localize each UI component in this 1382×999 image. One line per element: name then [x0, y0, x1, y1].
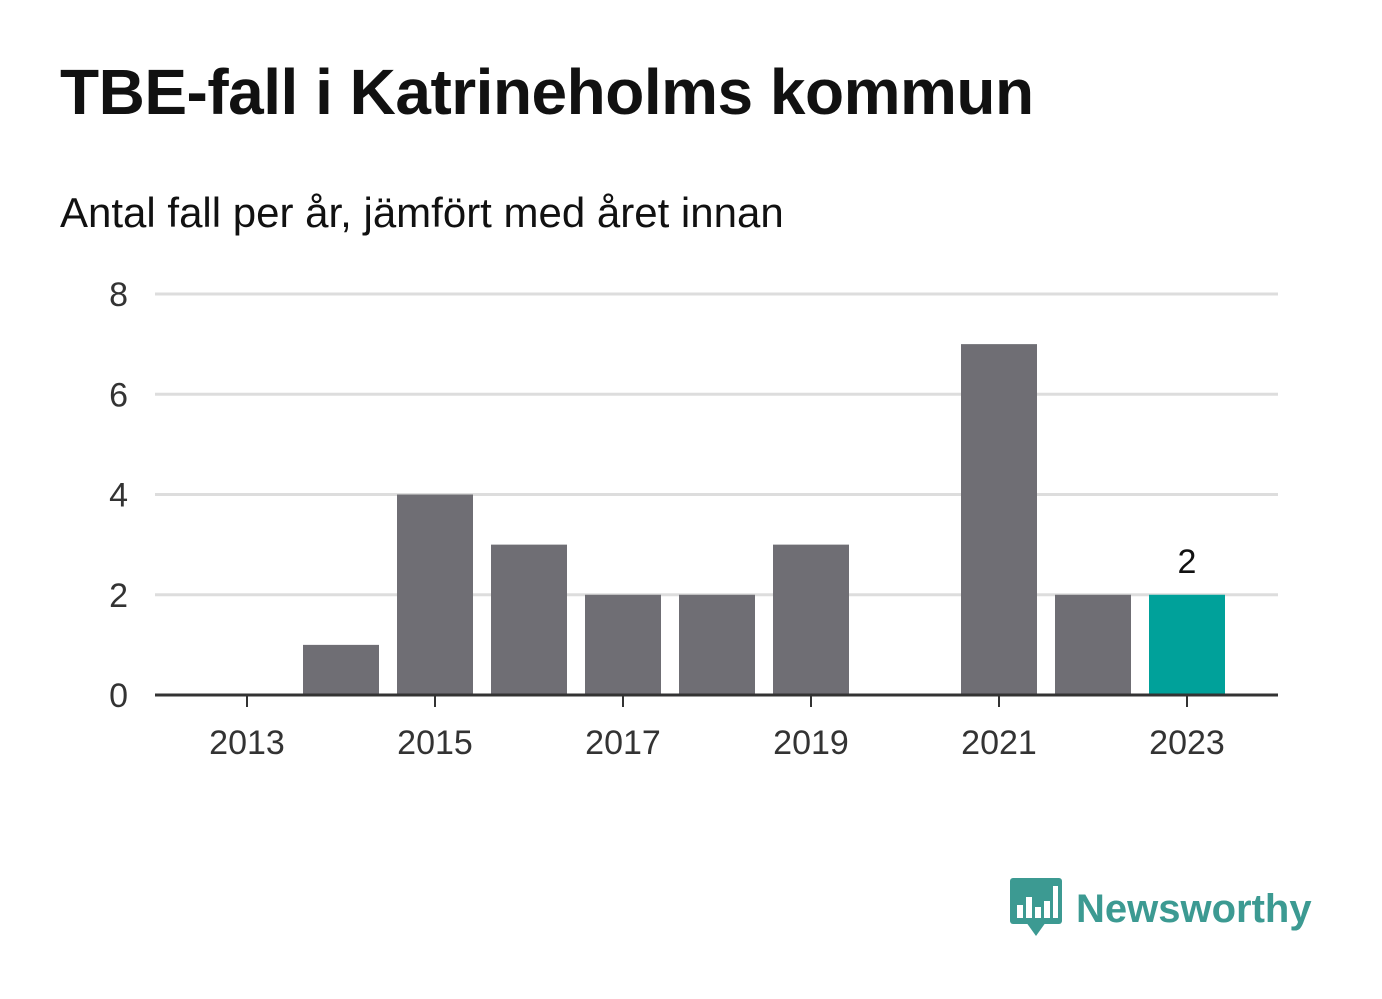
bar-2014	[303, 644, 379, 695]
brand-name: Newsworthy	[1076, 887, 1312, 931]
x-axis	[155, 693, 1278, 707]
y-tick-label: 2	[109, 577, 128, 615]
bar-chart-speech-bubble-icon	[1010, 878, 1062, 936]
x-tick-label: 2023	[1149, 724, 1225, 762]
bar-2016	[491, 544, 567, 695]
bar-2019	[773, 544, 849, 695]
x-tick-label: 2013	[209, 724, 285, 762]
data-label-2023: 2	[1178, 543, 1197, 581]
chart-subtitle: Antal fall per år, jämfört med året inna…	[60, 189, 784, 236]
chart-title: TBE-fall i Katrineholms kommun	[60, 56, 1034, 128]
newsworthy-logo: Newsworthy	[1010, 878, 1312, 940]
x-tick-label: 2017	[585, 724, 661, 762]
bar-2022	[1055, 594, 1131, 695]
y-tick-label: 4	[109, 477, 128, 515]
x-tick-label: 2015	[397, 724, 473, 762]
bar-2021	[961, 344, 1037, 695]
bar-2017	[585, 594, 661, 695]
bar-2018	[679, 594, 755, 695]
y-tick-label: 0	[109, 677, 128, 715]
bar-2023	[1149, 594, 1225, 695]
tick-labels: 0 2 4 6 8 2013 2015 2017 2019 2021 2023 2	[109, 276, 1225, 762]
x-tick-label: 2019	[773, 724, 849, 762]
bars	[303, 344, 1225, 695]
bar-2015	[397, 494, 473, 695]
y-tick-label: 6	[109, 376, 128, 414]
x-tick-label: 2021	[961, 724, 1037, 762]
y-tick-label: 8	[109, 276, 128, 314]
grid-lines	[155, 292, 1278, 597]
